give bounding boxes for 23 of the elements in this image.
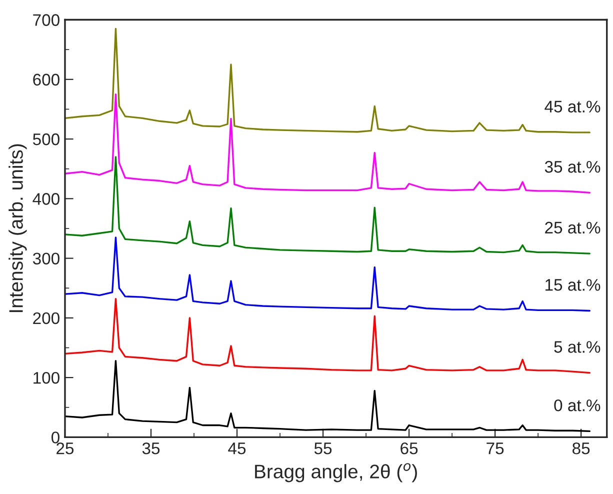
y-tick-label: 500 [32, 133, 60, 146]
series-label: 45 at.% [544, 100, 600, 113]
x-tick-label: 85 [572, 442, 590, 454]
y-tick-label: 600 [33, 74, 60, 86]
x-axis-title: Bragg angle, 2θ ($^{o}$) [255, 463, 417, 482]
x-tick-label: 45 [228, 442, 246, 454]
series-label: 15 at.% [546, 279, 600, 291]
x-tick-label: 35 [142, 442, 160, 454]
series-label: 25 at.% [545, 222, 600, 234]
y-tick-label: 300 [32, 252, 60, 264]
y-tick-label: 100 [34, 372, 60, 384]
x-tick-label: 25 [56, 442, 74, 454]
x-tick-label: 65 [400, 442, 418, 454]
series-label: 35 at.% [544, 160, 600, 173]
y-axis-title: Intensity (arb. units) [8, 144, 27, 312]
y-tick-label: 700 [33, 14, 60, 26]
series-label: 5 at.% [554, 341, 600, 353]
x-tick-label: 55 [314, 442, 332, 454]
y-tick-label: 400 [32, 193, 60, 205]
series-label: 0 at.% [554, 399, 600, 412]
y-tick-label: 0 [52, 432, 60, 444]
y-tick-label: 200 [33, 312, 60, 324]
x-tick-label: 75 [486, 442, 504, 454]
